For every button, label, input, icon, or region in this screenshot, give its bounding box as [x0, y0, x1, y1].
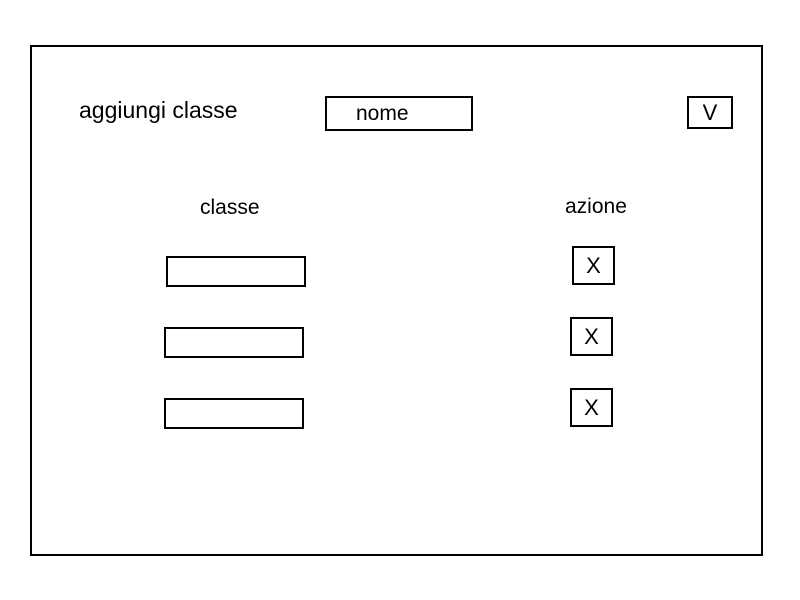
confirm-add-button[interactable]: V [687, 96, 733, 129]
add-class-label: aggiungi classe [79, 97, 238, 123]
delete-class-button[interactable]: X [570, 388, 613, 427]
class-field[interactable] [166, 256, 306, 287]
class-field[interactable] [164, 398, 304, 429]
delete-class-button[interactable]: X [570, 317, 613, 356]
class-column-header: classe [200, 196, 260, 219]
window-frame [30, 45, 763, 556]
class-field[interactable] [164, 327, 304, 358]
class-name-input[interactable] [325, 96, 473, 131]
action-column-header: azione [565, 195, 627, 218]
delete-class-button[interactable]: X [572, 246, 615, 285]
